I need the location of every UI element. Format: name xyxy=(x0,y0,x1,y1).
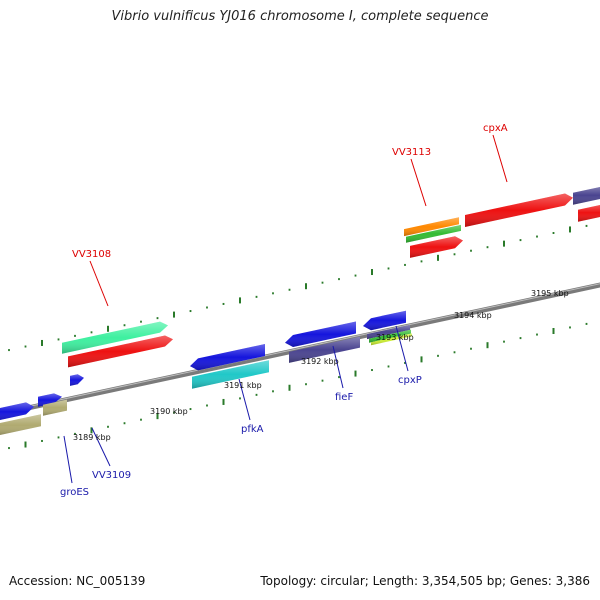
tick-label: 3195 kbp xyxy=(531,289,569,298)
gene-leader-line xyxy=(63,435,73,484)
gene-label-bottom: cpxP xyxy=(398,375,422,386)
gene-olive-bar-1 xyxy=(0,414,41,436)
gene-leader-line xyxy=(492,134,508,183)
gene-blue-bar-edge xyxy=(0,402,34,421)
tick-row-top xyxy=(8,224,588,352)
tick-label: 3194 kbp xyxy=(454,311,492,320)
gene-blue-bar-2 xyxy=(190,344,265,371)
tick-label: 3191 kbp xyxy=(224,381,262,390)
gene-leader-line xyxy=(332,345,344,389)
gene-features xyxy=(0,186,600,436)
gene-leader-line xyxy=(91,427,111,467)
gene-navy-bar-edge xyxy=(573,186,600,205)
backbone-line xyxy=(0,282,600,417)
tick-label: 3192 kbp xyxy=(301,357,339,366)
gene-leader-line xyxy=(395,325,409,372)
gene-cpxa-bar xyxy=(465,193,573,227)
gene-red-bar-edge xyxy=(578,204,600,222)
accession-text: Accession: NC_005139 xyxy=(9,574,146,588)
gene-cpxp-bar xyxy=(371,333,412,346)
topology-text: Topology: circular; Length: 3,354,505 bp… xyxy=(260,574,590,588)
gene-navy-bar-small xyxy=(367,324,410,340)
gene-label-bottom: pfkA xyxy=(241,424,264,435)
gene-blue-bar-4 xyxy=(363,310,406,331)
tick-label: 3189 kbp xyxy=(73,433,111,442)
gene-label-top: VV3108 xyxy=(72,249,111,260)
gene-leader-line xyxy=(410,158,427,207)
gene-label-bottom: VV3109 xyxy=(92,470,131,481)
gene-orange-bar xyxy=(404,217,459,237)
gene-green-bar-small xyxy=(369,329,411,343)
chromosome-backbone xyxy=(0,282,600,417)
gene-groes-bar xyxy=(70,374,84,386)
gene-blue-bar-3 xyxy=(285,321,356,347)
gene-label-bottom: fieF xyxy=(335,392,353,403)
backbone-highlight xyxy=(0,283,600,414)
map-title: Vibrio vulnificus YJ016 chromosome I, co… xyxy=(111,9,489,24)
tick-label: 3190 kbp xyxy=(150,407,188,416)
tick-label: 3193 kbp xyxy=(376,333,414,342)
tick-row-bottom xyxy=(8,322,588,450)
gene-leader-line xyxy=(89,260,109,307)
gene-olive-bar-2 xyxy=(43,399,67,416)
gene-label-top: cpxA xyxy=(483,123,508,134)
gene-label-bottom: groES xyxy=(60,487,89,498)
gene-leader-line xyxy=(238,378,251,421)
gene-vv3108-bar xyxy=(62,321,168,354)
gene-pfka-bar xyxy=(192,360,269,389)
gene-green-bar xyxy=(406,224,461,243)
gene-blue-bar-small xyxy=(38,393,62,407)
gene-label-top: VV3113 xyxy=(392,147,431,158)
gene-vv3113-bar xyxy=(410,236,463,258)
tick-labels: 3189 kbp 3190 kbp 3191 kbp 3192 kbp 3193 kbp… xyxy=(73,289,569,442)
gene-fief-bar xyxy=(289,336,360,363)
gene-red-bar-1 xyxy=(68,335,173,368)
